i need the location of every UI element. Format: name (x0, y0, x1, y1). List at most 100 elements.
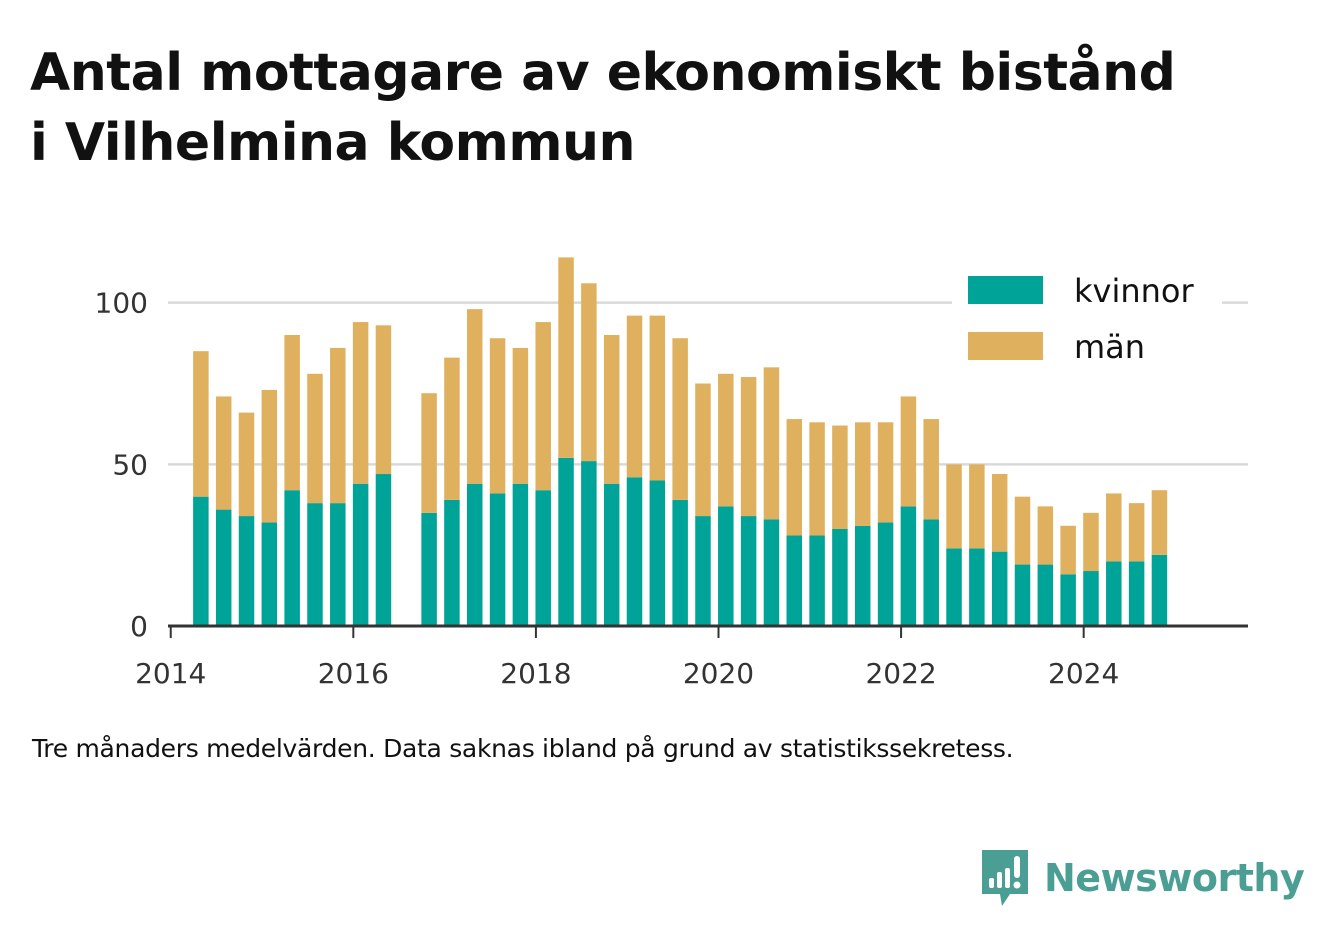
bar-kvinnor (444, 499, 460, 626)
bar-man (786, 419, 803, 536)
bar-man (284, 335, 300, 491)
bar-man (512, 347, 529, 484)
bar-kvinnor (261, 522, 278, 626)
bar-kvinnor (969, 548, 985, 626)
bar-kvinnor (307, 503, 323, 626)
bar-kvinnor (832, 529, 848, 626)
y-tick-label: 100 (95, 287, 148, 320)
bar-kvinnor (535, 490, 551, 626)
bar-kvinnor (809, 535, 825, 626)
bar-kvinnor (1083, 571, 1099, 626)
bar-kvinnor (421, 512, 437, 626)
bar-kvinnor (512, 483, 529, 626)
bar-man (1151, 490, 1168, 555)
axes: 0 50 100 2014 2016 2018 2020 2022 2024 (95, 287, 1248, 690)
legend-label-kvinnor: kvinnor (1074, 272, 1195, 310)
bar-kvinnor (900, 506, 917, 626)
bars (193, 257, 1168, 626)
bar-kvinnor (649, 480, 666, 626)
bar-man (352, 322, 369, 484)
bar-kvinnor (330, 503, 346, 626)
bar-man (1060, 525, 1076, 575)
bar-kvinnor (877, 522, 894, 626)
bar-man (330, 347, 346, 504)
legend-swatch-man (968, 332, 1043, 360)
bar-man (718, 373, 734, 507)
bar-kvinnor (215, 509, 232, 626)
bar-man (832, 425, 848, 529)
bar-man (626, 315, 643, 478)
x-tick-label: 2020 (683, 657, 754, 690)
x-tick-label: 2022 (865, 657, 936, 690)
bar-man (1128, 503, 1145, 562)
bar-kvinnor (695, 516, 711, 626)
bar-man (581, 283, 597, 462)
bar-kvinnor (581, 461, 597, 626)
y-tick-label: 0 (130, 610, 148, 643)
bar-man (991, 474, 1008, 552)
bar-man (558, 257, 574, 458)
bar-man (740, 377, 757, 517)
x-tick-label: 2014 (135, 657, 206, 690)
bar-man (946, 464, 962, 549)
bar-kvinnor (946, 548, 962, 626)
bar-kvinnor (763, 519, 780, 626)
bar-man (672, 338, 688, 500)
bar-man (923, 419, 939, 520)
bar-man (1106, 493, 1122, 562)
bar-kvinnor (466, 483, 483, 626)
bar-kvinnor (1014, 564, 1031, 626)
bar-man (375, 325, 392, 475)
bar-man (307, 373, 323, 504)
bar-man (261, 389, 278, 523)
bar-kvinnor (284, 490, 300, 626)
brand-logo: Newsworthy (980, 848, 1305, 908)
bar-man (877, 422, 894, 523)
bar-kvinnor (626, 477, 643, 626)
newsworthy-logo-icon (982, 850, 1028, 906)
bar-man (854, 422, 871, 526)
y-tick-label: 50 (112, 448, 148, 481)
bar-man (1014, 496, 1031, 565)
bar-man (444, 357, 460, 500)
bar-man (603, 335, 620, 484)
bar-kvinnor (238, 516, 255, 626)
bar-kvinnor (352, 483, 369, 626)
legend-label-man: män (1074, 328, 1145, 366)
bar-kvinnor (558, 457, 574, 626)
brand-name: Newsworthy (1044, 856, 1305, 900)
bar-man (1083, 512, 1099, 572)
title-line-2: i Vilhelmina kommun (30, 113, 636, 173)
bar-man (649, 315, 666, 481)
chart-caption: Tre månaders medelvärden. Data saknas ib… (32, 734, 1014, 763)
bar-kvinnor (193, 496, 209, 626)
bar-man (900, 396, 917, 507)
x-tick-label: 2016 (318, 657, 389, 690)
bar-man (421, 393, 437, 513)
bar-man (695, 383, 711, 517)
bar-kvinnor (718, 506, 734, 626)
bar-kvinnor (740, 516, 757, 626)
bar-man (489, 338, 506, 494)
legend-swatch-kvinnor (968, 276, 1043, 304)
bar-kvinnor (1037, 564, 1054, 626)
bar-kvinnor (854, 525, 871, 626)
bar-kvinnor (1151, 554, 1168, 626)
bar-kvinnor (1128, 561, 1145, 626)
bar-man (1037, 506, 1054, 565)
bar-man (238, 412, 255, 517)
bar-kvinnor (375, 474, 392, 626)
bar-man (969, 464, 985, 549)
legend: kvinnor män (952, 262, 1222, 382)
bar-man (193, 351, 209, 497)
bar-kvinnor (923, 519, 939, 626)
title-line-1: Antal mottagare av ekonomiskt bistånd (30, 43, 1176, 103)
bar-man (535, 322, 551, 491)
bar-kvinnor (603, 483, 620, 626)
chart-title: Antal mottagare av ekonomiskt bistånd i … (30, 38, 1300, 178)
bar-man (215, 396, 232, 510)
bar-kvinnor (489, 493, 506, 626)
bar-kvinnor (1106, 561, 1122, 626)
bar-kvinnor (786, 535, 803, 626)
